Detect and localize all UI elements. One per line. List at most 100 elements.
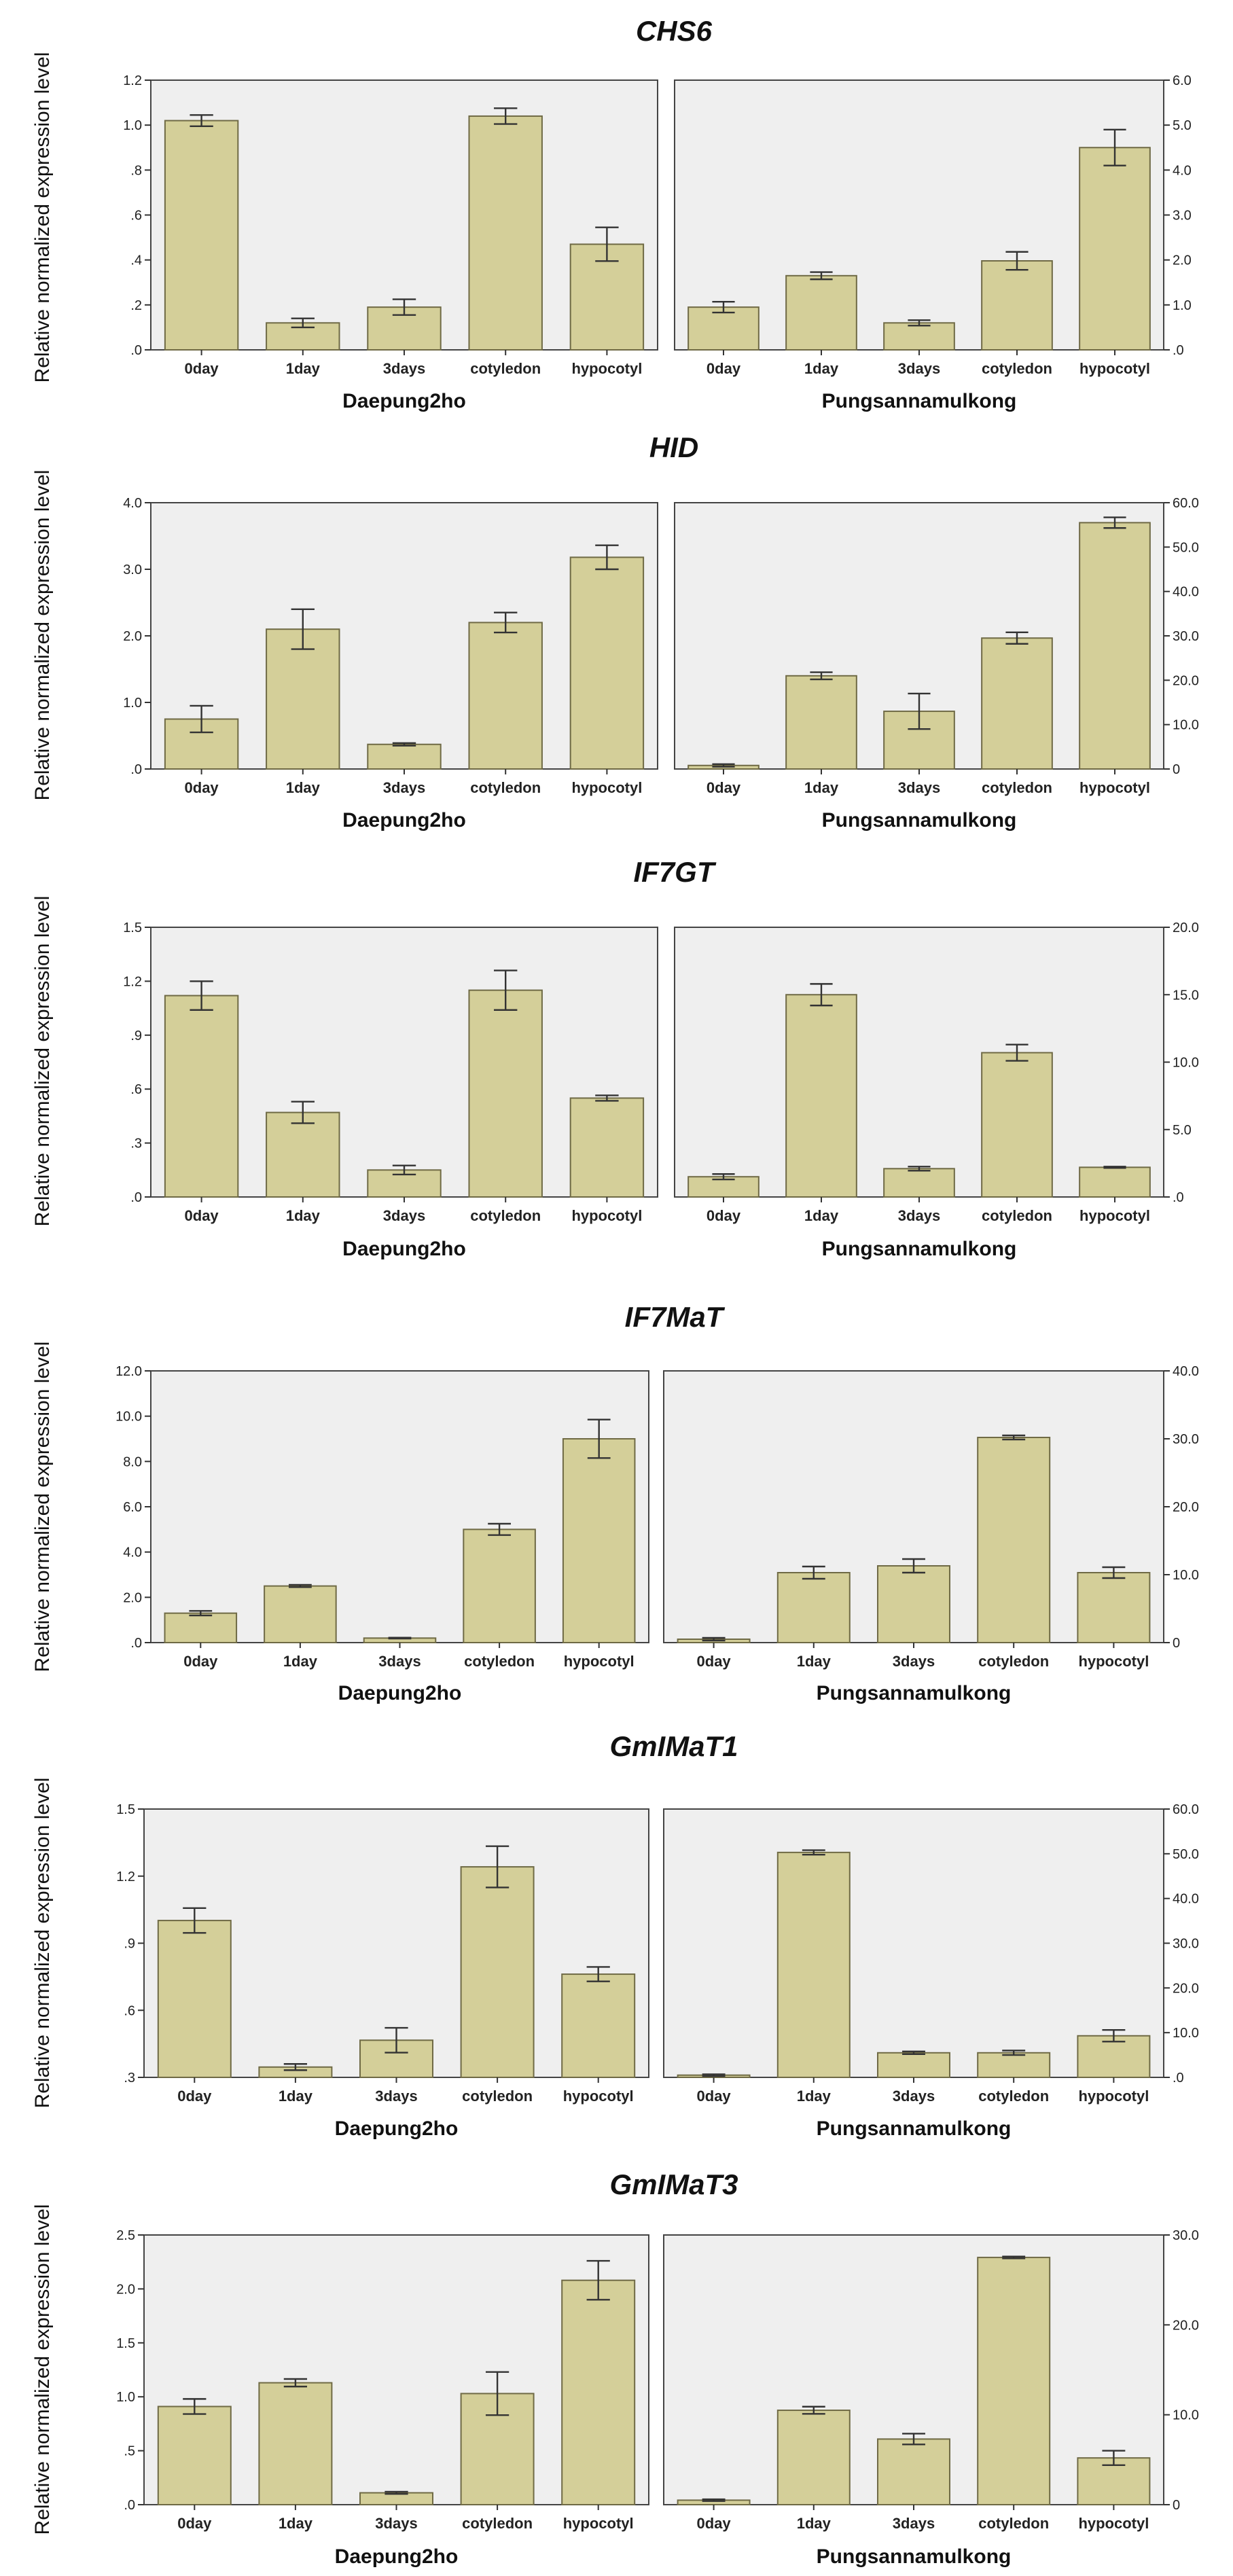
bar-1day xyxy=(258,2382,333,2505)
x-tick-label: 1day xyxy=(286,779,321,796)
x-tick-label: 0day xyxy=(183,1653,218,1670)
y-tick-label: .5 xyxy=(124,2444,135,2459)
panel-daepung2ho: .0 1.0 2.0 3.0 4.0 0day 1day 3days cotyledon hypo… xyxy=(123,496,658,831)
chart-title: GmIMaT3 xyxy=(609,2168,738,2200)
y-tick-label: .0 xyxy=(130,343,142,358)
error-bar-1day xyxy=(291,317,315,329)
bar-0day xyxy=(687,306,760,351)
x-axis-label: Pungsannamulkong xyxy=(822,1238,1017,1260)
y-tick-label: 20.0 xyxy=(1173,1981,1199,1996)
x-tick-label: 0day xyxy=(697,2515,732,2532)
error-bar-3days xyxy=(902,2050,925,2055)
x-tick-label: 0day xyxy=(707,779,741,796)
y-tick-label: .6 xyxy=(124,2003,135,2018)
y-tick-label: 5.0 xyxy=(1173,1123,1192,1138)
bar-hypocotyl xyxy=(562,1438,636,1643)
y-tick-label: 10.0 xyxy=(1173,1568,1199,1583)
y-tick-label: 30.0 xyxy=(1173,1432,1199,1447)
x-axis-label: Pungsannamulkong xyxy=(822,390,1017,412)
panel-daepung2ho: .0 .3 .6 .9 1.2 1.5 0day 1day 3days cotyledon hypo… xyxy=(123,920,658,1260)
x-tick-label: cotyledon xyxy=(470,779,541,796)
x-tick-label: cotyledon xyxy=(978,2515,1049,2532)
y-tick-label: .3 xyxy=(130,1137,142,1151)
y-tick-label: 50.0 xyxy=(1173,540,1199,555)
error-bar-3days xyxy=(388,1636,412,1640)
x-tick-label: cotyledon xyxy=(462,2088,533,2105)
x-tick-label: cotyledon xyxy=(982,1207,1052,1224)
bar-1day xyxy=(785,274,857,351)
error-bar-0day xyxy=(712,301,735,314)
y-axis-label: Relative normalized expression level xyxy=(31,52,54,383)
x-tick-label: 1day xyxy=(283,1653,318,1670)
error-bar-0day xyxy=(190,980,213,1011)
y-tick-label: 2.0 xyxy=(123,1590,142,1605)
y-tick-label: 2.0 xyxy=(1173,253,1192,268)
error-bar-cotyledon xyxy=(485,2371,510,2416)
bar-cotyledon xyxy=(468,989,543,1198)
x-axis-label: Daepung2ho xyxy=(342,809,466,831)
bar-cotyledon xyxy=(463,1528,536,1643)
chart-chs6: CHS6 Relative normalized expression level… xyxy=(31,15,1192,412)
chart-title: IF7MaT xyxy=(625,1301,726,1333)
error-bar-0day xyxy=(702,1636,726,1642)
y-tick-label: 40.0 xyxy=(1173,585,1199,600)
y-tick-label: 1.2 xyxy=(116,1870,135,1884)
panel-daepung2ho: .0 .2 .4 .6 .8 1.0 1.2 0day 1day 3days cotyledon hy… xyxy=(123,73,658,412)
bar-cotyledon xyxy=(981,637,1053,770)
x-tick-label: hypocotyl xyxy=(563,2515,634,2532)
x-tick-label: 3days xyxy=(375,2515,417,2532)
bar-3days xyxy=(883,1168,955,1198)
y-axis-label: Relative normalized expression level xyxy=(31,1342,54,1672)
y-tick-label: 3.0 xyxy=(1173,209,1192,223)
bar-hypocotyl xyxy=(1079,1166,1151,1198)
x-tick-label: 3days xyxy=(893,2088,935,2105)
error-bar-0day xyxy=(190,704,213,734)
error-bar-3days xyxy=(392,742,416,747)
bar-3days xyxy=(877,2438,950,2506)
y-tick-label: 1.2 xyxy=(123,73,142,88)
bar-1day xyxy=(776,2410,851,2506)
error-bar-3days xyxy=(908,1166,931,1172)
y-tick-label: 20.0 xyxy=(1173,1500,1199,1515)
y-tick-label: 1.2 xyxy=(123,974,142,989)
y-tick-label: 20.0 xyxy=(1173,920,1199,935)
y-tick-label: 12.0 xyxy=(115,1364,142,1379)
x-tick-label: 3days xyxy=(898,779,940,796)
error-bar-cotyledon xyxy=(1002,1434,1026,1441)
panel-daepung2ho: .0 2.0 4.0 6.0 8.0 10.0 12.0 0day 1day 3days cotyl… xyxy=(115,1364,649,1704)
error-bar-3days xyxy=(908,319,931,327)
error-bar-hypocotyl xyxy=(1102,2450,1126,2466)
x-tick-label: hypocotyl xyxy=(1079,779,1150,796)
y-tick-label: .6 xyxy=(130,1082,142,1097)
chart-title: CHS6 xyxy=(636,15,713,47)
error-bar-hypocotyl xyxy=(1103,128,1126,166)
y-tick-label: 15.0 xyxy=(1173,988,1199,1003)
y-tick-label: 1.5 xyxy=(116,1802,135,1817)
y-tick-label: 2.0 xyxy=(116,2282,135,2297)
error-bar-3days xyxy=(385,2026,408,2054)
bar-0day xyxy=(157,1920,232,2078)
x-tick-label: 1day xyxy=(797,2515,832,2532)
y-tick-label: 6.0 xyxy=(123,1500,142,1515)
error-bar-3days xyxy=(902,1558,925,1574)
y-tick-label: .8 xyxy=(130,163,142,178)
y-tick-label: 8.0 xyxy=(123,1454,142,1469)
y-tick-label: .9 xyxy=(130,1028,142,1043)
error-bar-3days xyxy=(392,1164,416,1176)
y-tick-label: 2.0 xyxy=(123,629,142,644)
x-tick-label: 0day xyxy=(707,1207,741,1224)
error-bar-0day xyxy=(190,114,213,128)
bar-3days xyxy=(883,322,955,351)
chart-title: GmIMaT1 xyxy=(609,1730,738,1762)
error-bar-1day xyxy=(810,983,833,1007)
y-tick-label: 10.0 xyxy=(115,1410,142,1425)
y-tick-label: 4.0 xyxy=(123,496,142,511)
error-bar-hypocotyl xyxy=(595,544,619,571)
y-tick-label: .6 xyxy=(130,209,142,223)
error-bar-0day xyxy=(702,2498,726,2502)
error-bar-1day xyxy=(802,1849,825,1856)
bar-hypocotyl xyxy=(1077,1572,1151,1643)
error-bar-hypocotyl xyxy=(586,1966,610,1982)
error-bar-0day xyxy=(702,2073,726,2077)
panel-daepung2ho: .0 .5 1.0 1.5 2.0 2.5 0day 1day 3days cotyledon hy… xyxy=(116,2228,649,2568)
